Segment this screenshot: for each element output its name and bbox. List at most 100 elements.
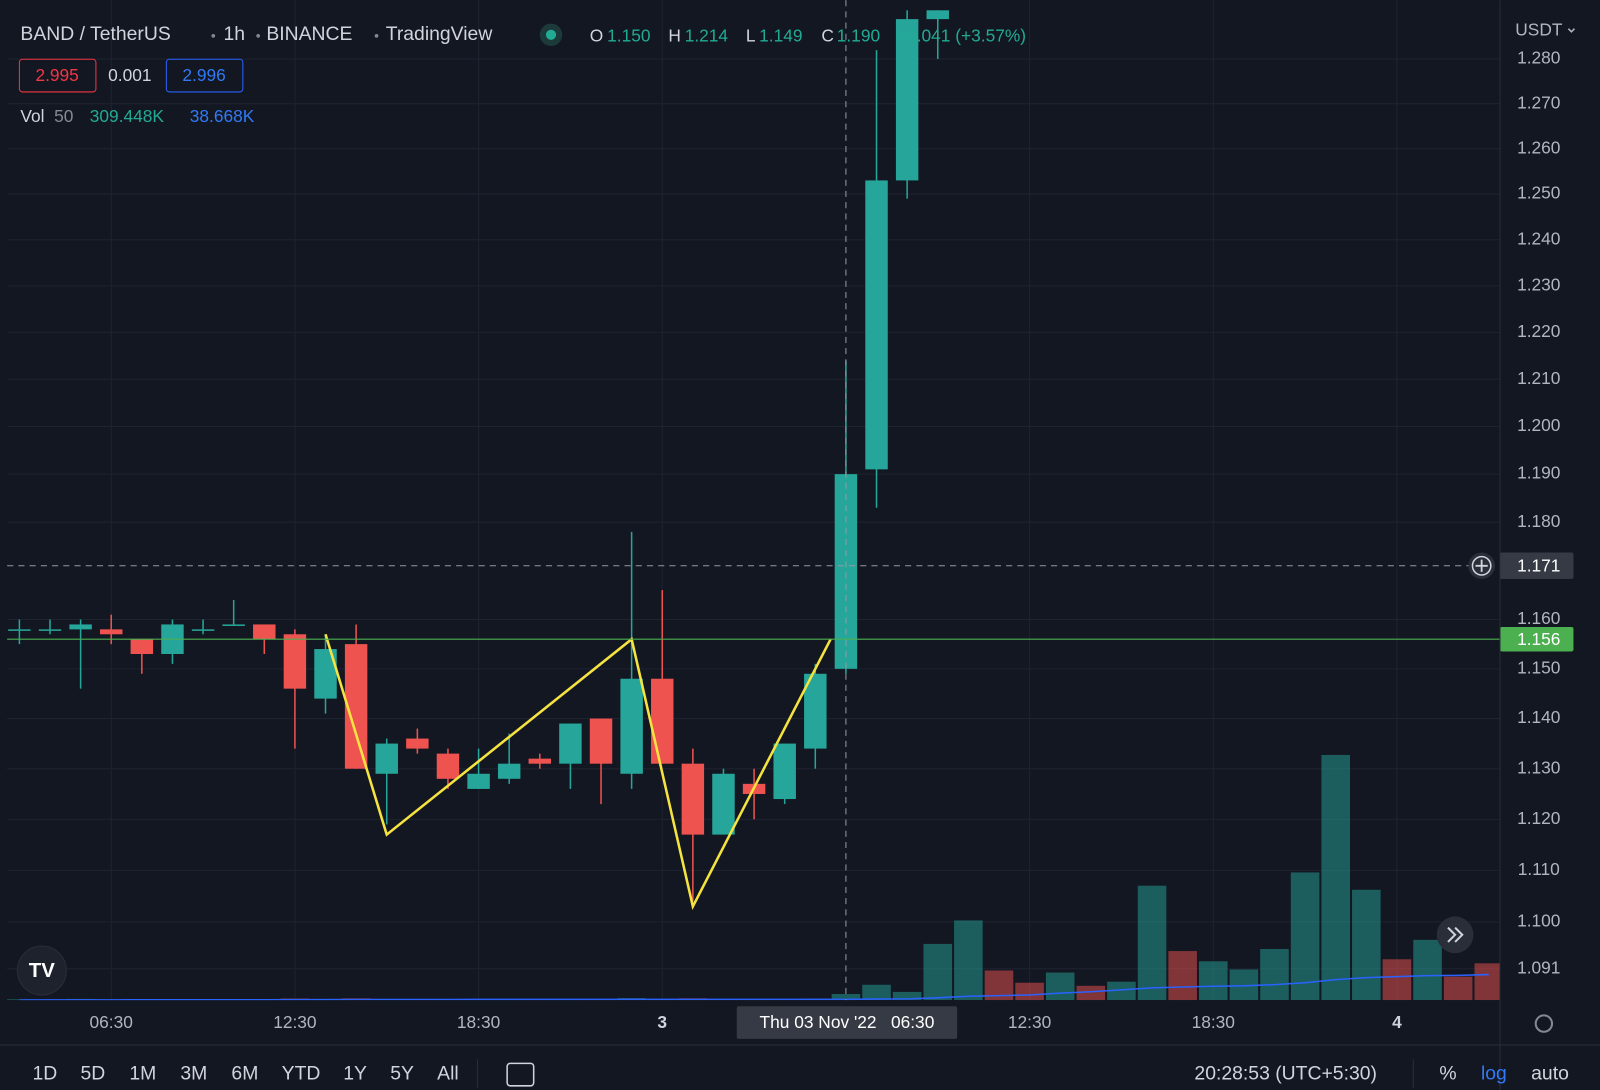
range-button[interactable]: 5Y [390,1063,414,1085]
percent-toggle[interactable]: % [1439,1063,1456,1085]
volume-bar [892,991,922,1001]
last-price-label: 1.156 [1517,629,1560,649]
y-tick-label: 1.091 [1517,957,1560,977]
candle-body [865,180,888,470]
close-letter: C [821,25,834,45]
interval[interactable]: 1h [223,23,245,45]
y-tick-label: 1.110 [1518,859,1560,879]
volume-ma-line [19,973,1489,1001]
candle-body [344,644,368,769]
candle-body [773,743,796,800]
close-value: 1.190 [837,25,880,45]
y-tick-label: 1.230 [1517,274,1560,294]
high-letter: H [668,25,681,45]
x-tick-label: 12:30 [273,1012,316,1032]
candle-body [895,19,919,181]
date-range-icon[interactable] [506,1062,535,1087]
candle-body [620,678,643,774]
volume-bar [1443,976,1473,1001]
high-value: 1.214 [685,25,729,45]
candle-body [712,773,735,835]
volume-bar [1107,981,1136,1001]
range-button[interactable]: 1Y [343,1063,367,1085]
volume-bar [831,993,861,1001]
range-buttons: 1D 5D 1M 3M 6M YTD 1Y 5Y All [33,1063,459,1085]
y-tick-label: 1.220 [1517,321,1560,341]
currency-chevron [1567,28,1576,33]
volume-bar [1382,959,1412,1001]
y-tick-label: 1.200 [1517,415,1560,435]
vol-length: 50 [54,106,73,126]
open-value: 1.150 [607,25,650,45]
candle-body [406,738,429,749]
buy-box[interactable] [165,58,244,93]
x-tick-label: 18:30 [1192,1012,1235,1032]
candle-body [681,763,705,835]
separator [211,33,216,38]
candle-body [38,629,62,631]
open-letter: O [590,25,603,45]
candle-body [314,649,337,699]
candle-body [497,763,521,779]
clock: 20:28:53 (UTC+5:30) [1194,1063,1377,1085]
y-tick-label: 1.250 [1517,183,1560,203]
symbol[interactable]: BAND / TetherUS [20,23,170,45]
range-button[interactable]: YTD [282,1063,321,1085]
sell-price: 2.995 [35,65,78,85]
x-tick-label: 4 [1392,1012,1402,1032]
y-tick-label: 1.150 [1517,657,1560,677]
y-tick-label: 1.280 [1517,48,1560,68]
range-button[interactable]: 3M [180,1063,207,1085]
volume-bar [923,943,953,1001]
range-button[interactable]: 1M [129,1063,156,1085]
candle-body [559,723,582,764]
candle-body [191,629,215,631]
volume-bar [1352,889,1381,1001]
settings[interactable] [1534,1014,1554,1033]
vol-value: 309.448K [90,106,165,126]
range-button[interactable]: All [437,1063,459,1085]
log-toggle[interactable]: log [1481,1063,1507,1085]
candle-body [8,629,31,631]
volume-bar [1137,885,1167,1001]
candle-body [528,758,552,764]
y-tick-label: 1.260 [1517,137,1560,157]
x-tick-label: 18:30 [457,1012,500,1032]
candle-body [926,10,949,20]
sell-box[interactable] [18,58,97,93]
exchange: BINANCE [266,23,352,45]
volume-bar [1413,939,1442,1001]
logo[interactable] [16,945,67,996]
candle-body [834,474,858,669]
currency[interactable]: USDT [1515,19,1563,39]
range-button[interactable]: 1D [33,1063,58,1085]
scroll-icon [1447,926,1464,943]
volume-bar [1321,754,1350,1001]
range-button[interactable]: 6M [231,1063,258,1085]
volume-bar [1168,951,1197,1001]
volume-bar [1076,985,1106,1001]
separator [374,33,379,38]
candle-body [804,673,827,749]
candle-body [253,624,276,640]
auto-toggle[interactable]: auto [1531,1063,1569,1085]
candle-body [651,678,674,764]
candle-body [283,634,307,689]
range-button[interactable]: 5D [80,1063,105,1085]
y-tick-label: 1.210 [1517,368,1560,388]
crosshair-price-badge [1500,552,1574,580]
grid [7,0,1500,1001]
market-status-dot [545,29,557,40]
volume-bar [1290,872,1320,1001]
y-tick-label: 1.130 [1517,757,1560,777]
spread: 0.001 [108,65,151,85]
volume-pane [7,754,1500,1001]
crosshair-price-label: 1.171 [1517,555,1560,575]
separator [256,33,260,38]
buy-price: 2.996 [182,65,225,85]
crosshair-date-label: Thu 03 Nov '22 06:30 [760,1012,935,1032]
y-tick-label: 1.190 [1517,463,1560,483]
x-tick-label: 3 [657,1012,667,1032]
candle-body [375,743,398,774]
